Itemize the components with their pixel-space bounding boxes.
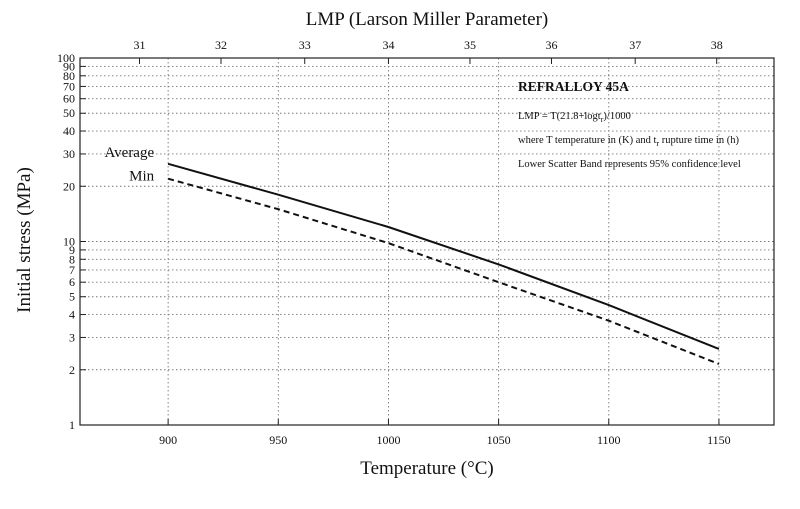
x-tick-label: 1050 — [487, 433, 511, 447]
y-tick-label: 3 — [69, 330, 75, 344]
y-tick-label: 80 — [63, 69, 75, 83]
annotation-box: REFRALLOY 45A LMP = T(21.8+logtr)/1000 w… — [518, 79, 741, 170]
y-tick-label: 1 — [69, 418, 75, 432]
top-tick-label: 31 — [133, 38, 145, 52]
series-label-min: Min — [129, 169, 155, 185]
y-tick-label: 100 — [57, 51, 75, 65]
y-tick-label: 30 — [63, 147, 75, 161]
annotation-where: where T temperature in (K) and tr ruptur… — [518, 135, 739, 148]
x-tick-label: 1100 — [597, 433, 621, 447]
x-tick-label: 1150 — [707, 433, 731, 447]
x-axis-label: Temperature (°C) — [360, 458, 493, 479]
y-tick-label: 8 — [69, 252, 75, 266]
y-tick-label: 60 — [63, 92, 75, 106]
y-tick-label: 9 — [69, 243, 75, 257]
y-tick-label: 70 — [63, 79, 75, 93]
y-tick-label: 5 — [69, 290, 75, 304]
y-axis-label: Initial stress (MPa) — [14, 167, 35, 313]
series-line-min — [167, 177, 720, 365]
y-tick-label: 7 — [69, 263, 75, 277]
annotation-title: REFRALLOY 45A — [518, 79, 629, 94]
y-tick-label: 2 — [69, 363, 75, 377]
chart-title: LMP (Larson Miller Parameter) — [306, 9, 549, 30]
x-tick-label: 950 — [269, 433, 287, 447]
y-tick-label: 6 — [69, 275, 75, 289]
series-layer — [167, 162, 720, 365]
y-tick-label: 40 — [63, 124, 75, 138]
top-tick-label: 34 — [382, 38, 394, 52]
plot-background — [80, 58, 774, 425]
top-tick-label: 38 — [711, 38, 723, 52]
y-tick-label: 50 — [63, 106, 75, 120]
top-tick-label: 35 — [464, 38, 476, 52]
grid — [80, 58, 774, 425]
top-tick-label: 36 — [545, 38, 557, 52]
y-tick-label: 90 — [63, 59, 75, 73]
top-tick-label: 32 — [215, 38, 227, 52]
series-line-average — [167, 162, 720, 350]
annotation-formula: LMP = T(21.8+logtr)/1000 — [518, 111, 631, 124]
y-tick-label: 20 — [63, 179, 75, 193]
y-tick-label: 10 — [63, 235, 75, 249]
y-tick-label: 4 — [69, 308, 75, 322]
series-label-average: Average — [104, 145, 154, 161]
annotation-band: Lower Scatter Band represents 95% confid… — [518, 159, 741, 170]
x-tick-label: 1000 — [376, 433, 400, 447]
top-tick-label: 33 — [299, 38, 311, 52]
x-tick-label: 900 — [159, 433, 177, 447]
top-tick-label: 37 — [629, 38, 641, 52]
